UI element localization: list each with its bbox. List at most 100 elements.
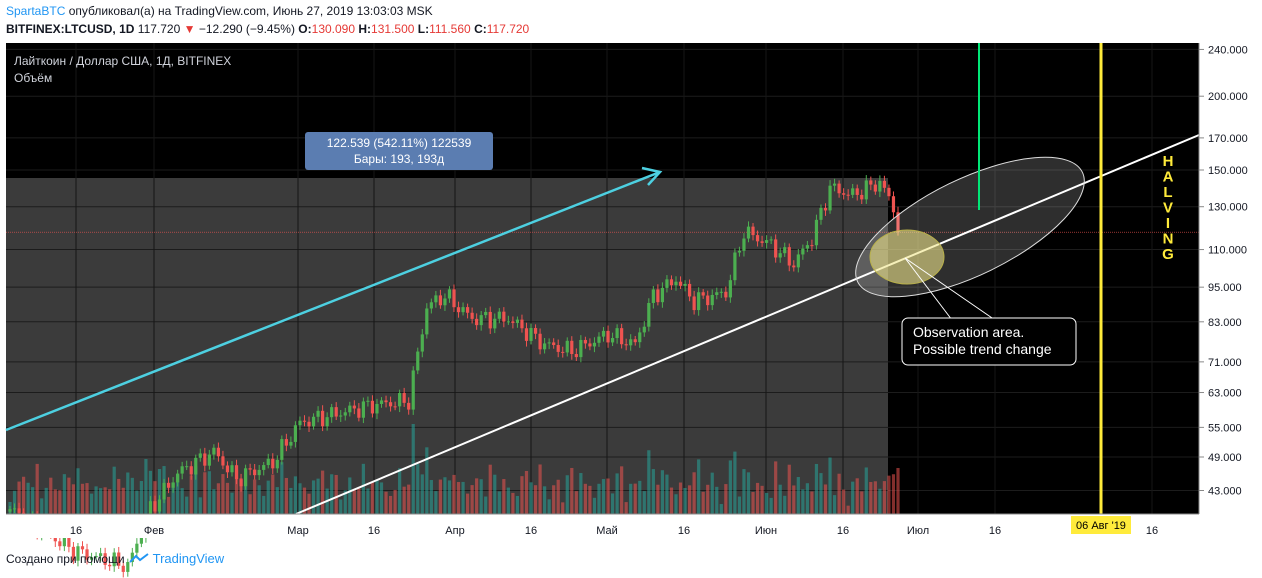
volume-bar	[80, 483, 85, 514]
halving-letter: A	[1163, 169, 1174, 186]
candle-body	[117, 552, 121, 566]
volume-bar	[869, 482, 873, 514]
volume-bar	[828, 457, 832, 514]
support-trendline	[295, 134, 1200, 515]
candle-body	[629, 339, 633, 346]
volume-bar	[837, 473, 841, 514]
volume-bar	[724, 484, 728, 514]
time-tick-label: 16	[678, 525, 690, 537]
volume-bar	[715, 486, 719, 514]
candle-body	[515, 319, 520, 323]
volume-bar	[774, 461, 778, 514]
candle-body	[801, 248, 805, 255]
candle-body	[511, 321, 515, 323]
created-with-text: Создано при помощи	[6, 551, 125, 566]
candle-body	[497, 311, 501, 319]
time-tick-label: 16	[70, 525, 82, 537]
tradingview-logo-icon	[128, 552, 149, 563]
volume-bar	[53, 489, 57, 514]
volume-bar	[633, 483, 637, 514]
candle-body	[669, 279, 674, 286]
measure-line-2: Бары: 193, 193д	[354, 152, 444, 166]
candle-body	[253, 469, 257, 476]
volume-bar	[62, 474, 66, 514]
volume-bar	[207, 471, 211, 514]
volume-bar	[148, 470, 153, 514]
candle-body	[103, 553, 107, 565]
volume-bar	[176, 474, 180, 514]
volume-bar	[819, 473, 823, 514]
candle-body	[765, 240, 769, 243]
candle-body	[851, 188, 855, 195]
candle-body	[561, 351, 565, 353]
candle-body	[493, 318, 497, 329]
volume-bars	[8, 424, 900, 514]
close-label: C:	[474, 22, 487, 36]
candle-body	[361, 401, 365, 418]
last-price: 117.720	[137, 22, 181, 36]
author-link[interactable]: SpartaBTC	[6, 4, 66, 18]
candle-body	[157, 499, 162, 512]
volume-bar	[311, 480, 316, 514]
candle-body	[529, 328, 533, 341]
candle-body	[687, 283, 692, 297]
volume-bar	[58, 490, 62, 514]
candle-body	[53, 535, 57, 542]
candle-body	[166, 482, 171, 488]
time-tick-label: 16	[368, 525, 380, 537]
volume-bar	[878, 488, 882, 514]
candle-body	[574, 354, 578, 358]
candle-body	[393, 406, 397, 408]
volume-bar	[669, 487, 674, 514]
volume-bar	[769, 497, 773, 514]
candle-body	[76, 546, 80, 561]
volume-bar	[860, 491, 864, 514]
volume-bar	[783, 495, 787, 514]
candle-body	[71, 546, 76, 561]
volume-bar	[230, 492, 234, 514]
tradingview-link[interactable]: TradingView	[152, 551, 225, 566]
candle-body	[198, 453, 202, 458]
volume-bar	[384, 491, 388, 514]
candle-body	[348, 405, 352, 413]
volume-bar	[610, 493, 615, 514]
volume-bar	[35, 463, 39, 514]
volume-bar	[348, 477, 352, 514]
volume-bar	[665, 474, 669, 514]
candle-body	[298, 420, 302, 426]
volume-bar	[832, 495, 837, 514]
candle-body	[67, 537, 71, 547]
volume-bar	[896, 467, 900, 514]
volume-bar	[765, 492, 769, 514]
candle-body	[660, 287, 665, 303]
volume-bar	[887, 475, 891, 514]
open-value: 130.090	[311, 22, 356, 36]
candle-body	[873, 184, 877, 192]
candle-body	[891, 196, 896, 213]
close-value: 117.720	[486, 22, 530, 36]
focus-ellipse	[869, 229, 945, 285]
volume-bar	[583, 483, 587, 514]
candle-body	[189, 466, 193, 475]
volume-bar	[407, 484, 411, 514]
volume-bar	[262, 495, 266, 514]
halving-letter: I	[1166, 215, 1170, 232]
candle-body	[783, 247, 787, 254]
candle-body	[321, 410, 325, 427]
candle-body	[538, 333, 542, 350]
candle-body	[289, 441, 293, 446]
volume-bar	[321, 470, 325, 514]
candle-body	[452, 289, 456, 308]
volume-bar	[44, 487, 48, 514]
date-marker-label: 06 Авг '19	[1071, 516, 1131, 534]
volume-bar	[67, 477, 71, 514]
volume-bar	[189, 475, 193, 514]
candle-body	[565, 340, 569, 353]
volume-bar	[103, 487, 107, 514]
candle-body	[121, 565, 125, 572]
published-text: опубликовал(а) на TradingView.com, Июнь …	[68, 4, 433, 18]
candle-body	[728, 280, 732, 298]
candle-body	[234, 465, 239, 480]
candle-body	[733, 252, 737, 281]
